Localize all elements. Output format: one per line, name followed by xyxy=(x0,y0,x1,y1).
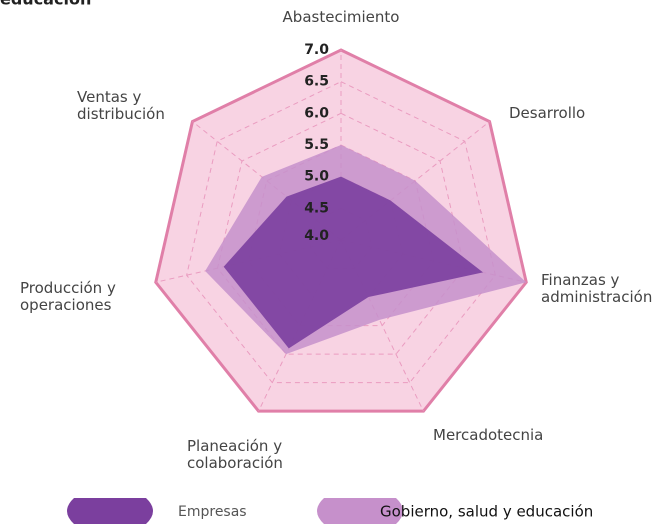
r-tick-label: 5.0 xyxy=(304,169,329,185)
category-label: Planeación y colaboración xyxy=(187,437,283,472)
category-label: Finanzas y administración xyxy=(541,271,653,306)
chart-title: educación xyxy=(0,0,91,9)
grid-ring xyxy=(216,112,466,355)
legend-label: Empresas xyxy=(178,504,247,520)
legend-label: Gobierno, salud y educación xyxy=(380,503,593,521)
r-tick-label: 6.5 xyxy=(304,74,329,90)
r-tick-label: 5.5 xyxy=(304,137,329,153)
outer-ring xyxy=(154,48,528,413)
r-tick-label: 7.0 xyxy=(304,42,329,58)
category-label: Desarrollo xyxy=(509,104,586,122)
r-tick-label: 4.5 xyxy=(304,200,329,216)
r-tick-label: 4.0 xyxy=(304,228,329,244)
legend-swatch xyxy=(317,498,403,524)
category-label: Ventas y distribución xyxy=(77,88,165,123)
category-label: Mercadotecnia xyxy=(433,426,544,444)
category-label: Producción y operaciones xyxy=(20,279,116,314)
legend-swatch xyxy=(67,498,153,524)
grid-ring xyxy=(186,81,496,384)
category-label: Abastecimiento xyxy=(282,8,400,26)
r-tick-label: 6.0 xyxy=(304,105,329,121)
series-area xyxy=(223,176,484,349)
